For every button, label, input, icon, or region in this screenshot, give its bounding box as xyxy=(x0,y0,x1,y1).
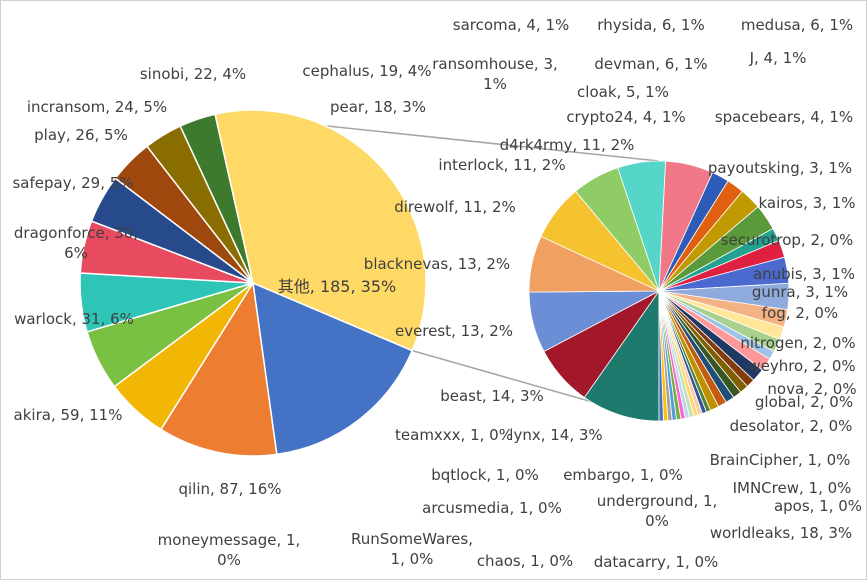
label-arcusmedia: arcusmedia, 1, 0% xyxy=(422,499,562,517)
label-blacknevas: blacknevas, 13, 2% xyxy=(364,255,510,273)
label-medusa: medusa, 6, 1% xyxy=(741,16,853,34)
label-anubis: anubis, 3, 1% xyxy=(753,265,855,283)
label-apos: apos, 1, 0% xyxy=(774,497,862,515)
label-crypto24: crypto24, 4, 1% xyxy=(566,108,685,126)
label-runsomewares: RunSomeWares, 1, 0% xyxy=(351,530,473,568)
label-payoutsking: payoutsking, 3, 1% xyxy=(708,159,852,177)
slice-teamxxx xyxy=(658,290,664,422)
label-chaos: chaos, 1, 0% xyxy=(477,552,573,570)
label-spacebears: spacebears, 4, 1% xyxy=(715,108,853,126)
label-fog: fog, 2, 0% xyxy=(762,304,838,322)
label-cloak: cloak, 5, 1% xyxy=(577,83,669,101)
label-j: J, 4, 1% xyxy=(749,49,807,67)
label-embargo: embargo, 1, 0% xyxy=(563,466,683,484)
label-ransomhouse: ransomhouse, 3, 1% xyxy=(432,55,558,93)
slice-qilin xyxy=(252,281,414,456)
label-lynx: lynx, 14, 3% xyxy=(509,426,602,444)
label-nova: nova, 2, 0% xyxy=(767,380,856,398)
label-kairos: kairos, 3, 1% xyxy=(758,194,855,212)
label-sinobi: sinobi, 22, 4% xyxy=(140,65,246,83)
slice-other xyxy=(214,109,427,352)
label-safepay: safepay, 29, 5% xyxy=(12,174,133,192)
label-qilin: qilin, 87, 16% xyxy=(178,480,281,498)
label-desolator: desolator, 2, 0% xyxy=(730,417,853,435)
label-underground: underground, 1, 0% xyxy=(597,492,718,530)
label-akira: akira, 59, 11% xyxy=(14,406,123,424)
label-datacarry: datacarry, 1, 0% xyxy=(594,553,719,571)
label-nitrogen: nitrogen, 2, 0% xyxy=(740,334,855,352)
label-rhysida: rhysida, 6, 1% xyxy=(597,16,704,34)
label-worldleaks: worldleaks, 18, 3% xyxy=(710,524,852,542)
label-devman: devman, 6, 1% xyxy=(594,55,707,73)
secondary-pie xyxy=(528,160,790,422)
label-cephalus: cephalus, 19, 4% xyxy=(302,62,431,80)
label-warlock: warlock, 31, 6% xyxy=(14,310,134,328)
label-gunra: gunra, 3, 1% xyxy=(752,283,848,301)
label-beast: beast, 14, 3% xyxy=(440,387,544,405)
slice-akira xyxy=(159,280,278,457)
label-braincipher: BrainCipher, 1, 0% xyxy=(710,451,851,469)
label-securotrop: securotrop, 2, 0% xyxy=(721,231,854,249)
label-incransom: incransom, 24, 5% xyxy=(27,98,167,116)
label-dragonforce: dragonforce, 30, 6% xyxy=(14,224,138,262)
main-pie xyxy=(79,109,427,457)
label-everest: everest, 13, 2% xyxy=(395,322,513,340)
label-direwolf: direwolf, 11, 2% xyxy=(394,198,516,216)
label-global: global, 2, 0% xyxy=(755,393,853,411)
label-play: play, 26, 5% xyxy=(34,126,128,144)
label-bqtlock: bqtlock, 1, 0% xyxy=(431,466,539,484)
label-teamxxx: teamxxx, 1, 0% xyxy=(395,426,513,444)
data-labels: qilin, 87, 16% akira, 59, 11% warlock, 31,… xyxy=(12,16,862,571)
label-weyhro: weyhro, 2, 0% xyxy=(748,357,855,375)
label-pear: pear, 18, 3% xyxy=(330,98,426,116)
label-d4rk4rmy: d4rk4rmy, 11, 2% xyxy=(500,136,635,154)
label-other: 其他, 185, 35% xyxy=(278,277,396,296)
label-interlock: interlock, 11, 2% xyxy=(438,156,565,174)
label-imncrew: IMNCrew, 1, 0% xyxy=(733,479,852,497)
label-sarcoma: sarcoma, 4, 1% xyxy=(453,16,569,34)
slice-worldleaks xyxy=(583,289,660,422)
label-moneymessage: moneymessage, 1, 0% xyxy=(158,531,301,569)
